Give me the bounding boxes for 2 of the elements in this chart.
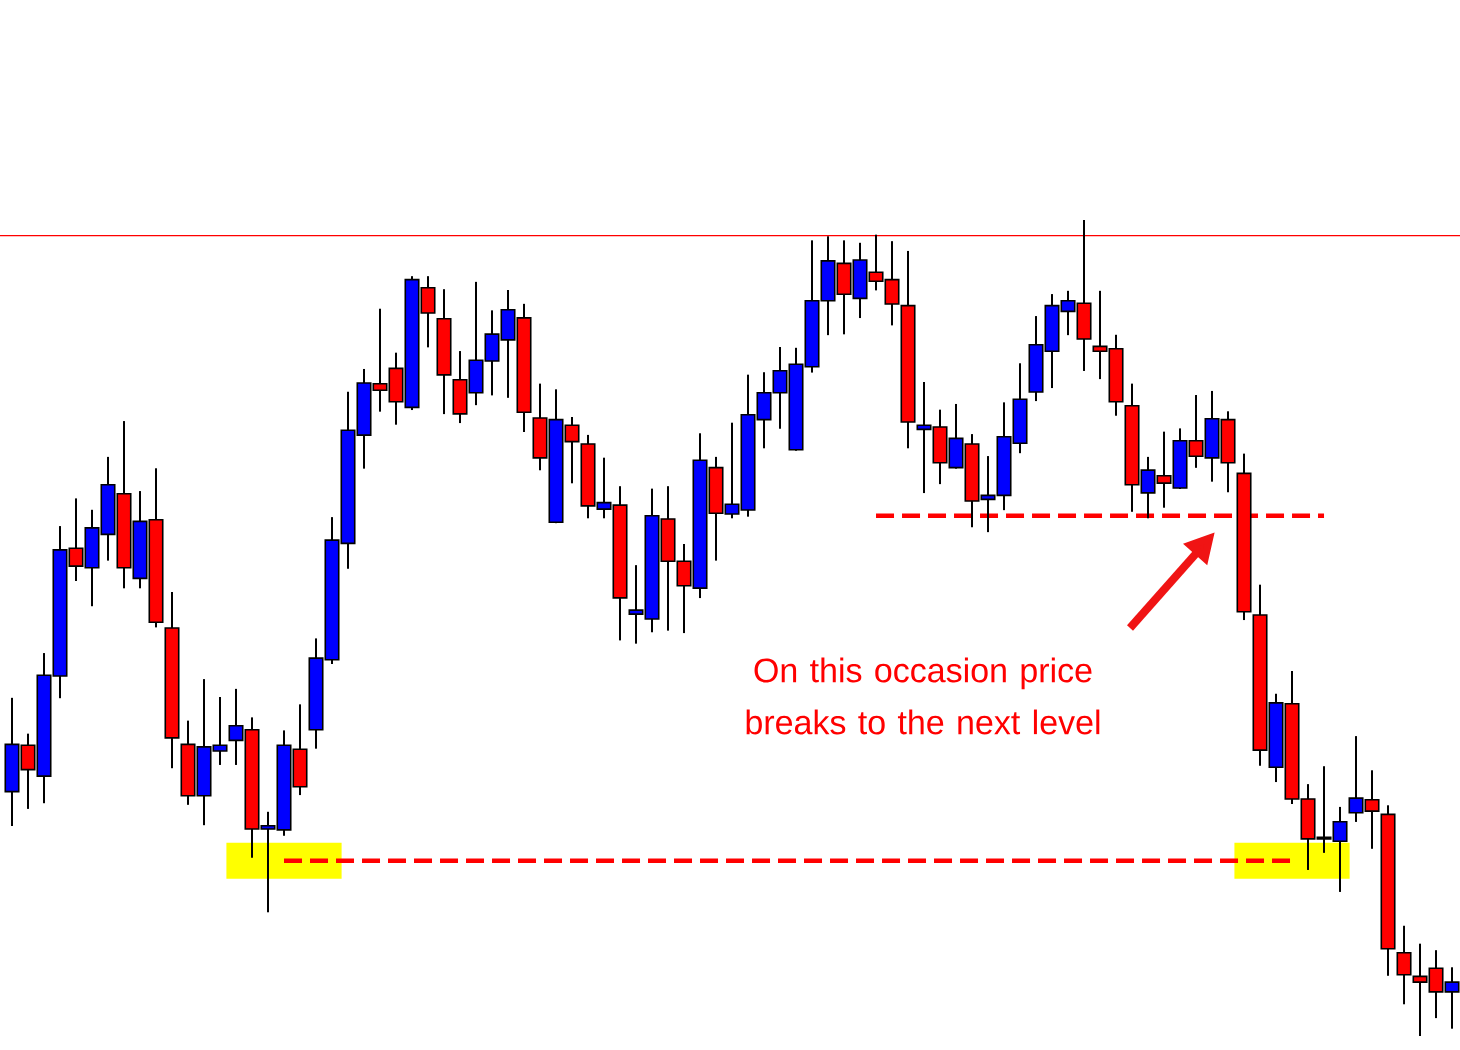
- candlestick: [1396, 925, 1412, 1005]
- annotation: On this occasion price breaks to the next level: [746, 657, 1100, 735]
